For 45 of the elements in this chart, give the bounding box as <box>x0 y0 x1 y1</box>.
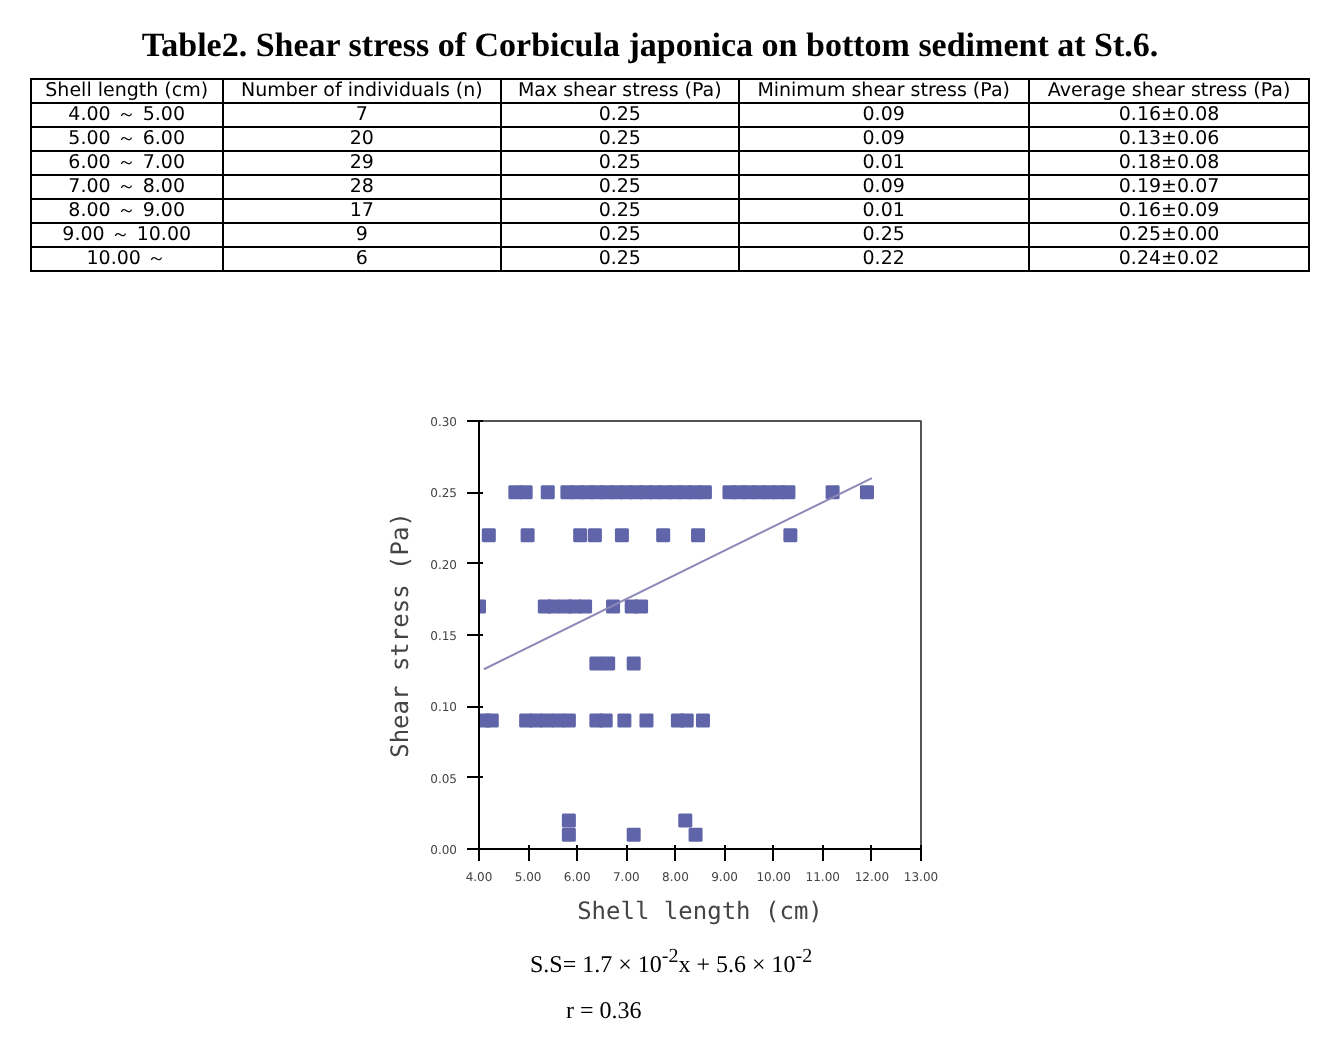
text: 0.25 <box>501 199 739 224</box>
text: 0.09 <box>738 175 1030 200</box>
text: 29 <box>222 151 502 176</box>
category-label: Minimum shear stress (Pa) <box>738 79 1030 104</box>
text: 0.25 <box>501 151 739 176</box>
text: 0.13±0.06 <box>1029 127 1309 152</box>
text: 0.25 <box>501 247 739 272</box>
category-label: Average shear stress (Pa) <box>1029 79 1309 104</box>
text: 0.22 <box>738 247 1030 272</box>
category-label: Max shear stress (Pa) <box>501 79 739 104</box>
text: 0.09 <box>738 127 1030 152</box>
category-label: Shell length (cm) <box>31 79 223 104</box>
text: 0.01 <box>738 199 1030 224</box>
text: 0.25 <box>501 223 739 248</box>
text: 0.25 <box>501 175 739 200</box>
text: 0.16±0.08 <box>1029 103 1309 128</box>
text: 0.25 <box>501 127 739 152</box>
text: r = 0.36 <box>566 994 644 1029</box>
text: 0.24±0.02 <box>1029 247 1309 272</box>
text: 9 <box>222 223 502 248</box>
text: 17 <box>222 199 502 224</box>
text: 6 <box>222 247 502 272</box>
text: 0.01 <box>738 151 1030 176</box>
text: 0.25 <box>501 103 739 128</box>
text: 7 <box>222 103 502 128</box>
text: 7.00 ～ 8.00 <box>31 175 223 200</box>
text: 5.00 ～ 6.00 <box>31 127 223 152</box>
text: 9.00 ～ 10.00 <box>31 223 223 248</box>
text: 0.25 <box>738 223 1030 248</box>
text: 4.00 ～ 5.00 <box>31 103 223 128</box>
text: 0.09 <box>738 103 1030 128</box>
category-label: Number of individuals (n) <box>222 79 502 104</box>
text: S.S= 1.7 × 10$^{-2}$x + 5.6 × 10$^{-2}$ <box>530 944 813 982</box>
text: 0.16±0.09 <box>1029 199 1309 224</box>
text: 0.25±0.00 <box>1029 223 1309 248</box>
text: 28 <box>222 175 502 200</box>
y-axis-title: Shear stress (Pa) <box>386 512 415 758</box>
text: 0.19±0.07 <box>1029 175 1309 200</box>
text: 10.00 ～ <box>31 247 223 272</box>
text: 0.18±0.08 <box>1029 151 1309 176</box>
x-axis-title: Shell length (cm) <box>577 897 823 925</box>
text: Table2. Shear stress of Corbicula japonica on bottom sediment at St.6. <box>139 24 1161 68</box>
text: 8.00 ～ 9.00 <box>31 199 223 224</box>
text: 6.00 ～ 7.00 <box>31 151 223 176</box>
text: 20 <box>222 127 502 152</box>
